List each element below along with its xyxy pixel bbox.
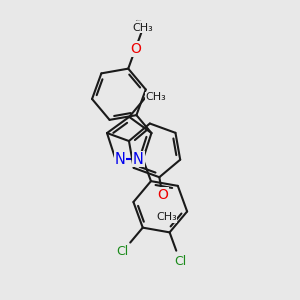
Text: Cl: Cl (174, 255, 186, 268)
Text: CH₃: CH₃ (133, 23, 154, 33)
Text: N: N (133, 152, 144, 167)
Text: methoxy: methoxy (142, 28, 149, 30)
Text: methoxy: methoxy (136, 20, 142, 21)
Text: CH₃: CH₃ (146, 92, 166, 102)
Text: CH₃: CH₃ (156, 212, 177, 223)
Text: O: O (130, 42, 141, 56)
Text: O: O (157, 188, 168, 202)
Text: Cl: Cl (117, 245, 129, 258)
Text: N: N (115, 152, 125, 167)
